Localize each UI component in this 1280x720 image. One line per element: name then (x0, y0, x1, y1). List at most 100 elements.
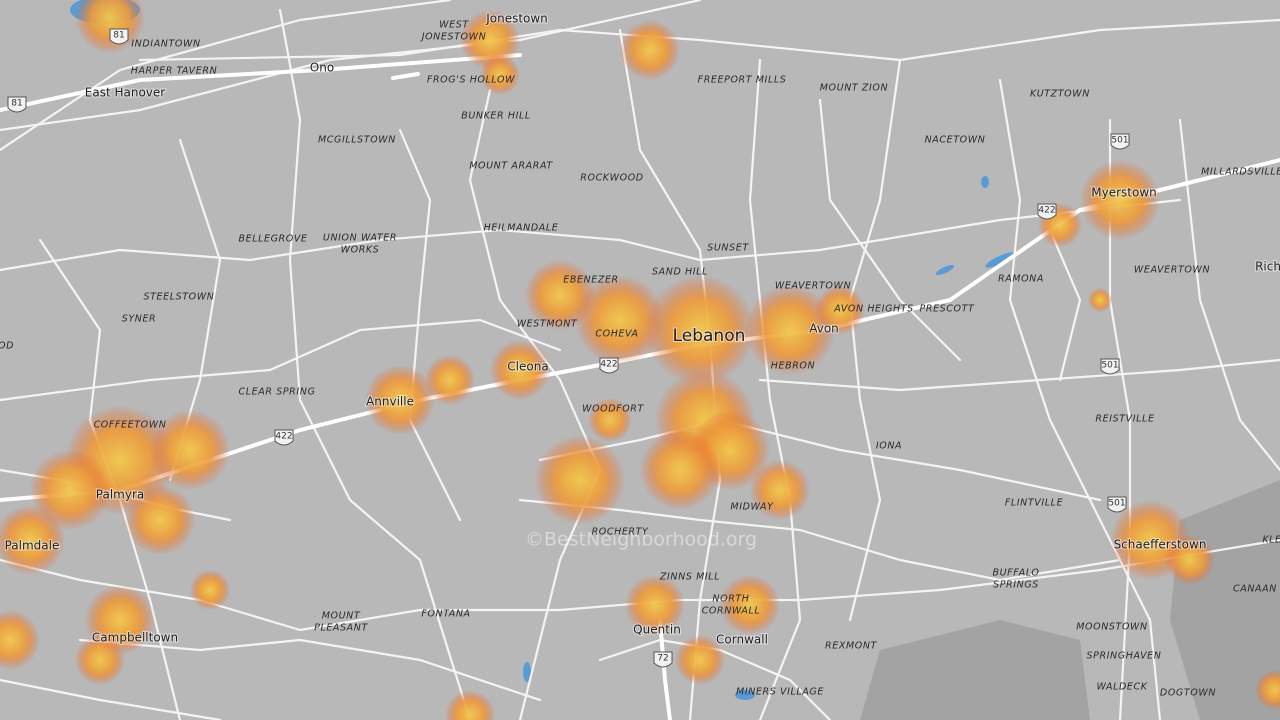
neighborhood-label: CANAAN (1233, 584, 1277, 595)
town-label: Palmdale (5, 539, 60, 553)
neighborhood-label: HEILMANDALE (484, 223, 559, 234)
neighborhood-label: FREEPORT MILLS (698, 75, 787, 86)
neighborhood-label: OD (0, 341, 14, 352)
density-blob (575, 275, 665, 365)
town-label: Quentin (633, 623, 681, 637)
neighborhood-label: ROCHERTY (592, 527, 649, 538)
town-label: Cornwall (716, 633, 768, 647)
neighborhood-label: RAMONA (998, 274, 1044, 285)
route-shield (7, 96, 27, 113)
neighborhood-label: MOUNT (322, 611, 361, 622)
density-blob (675, 635, 725, 685)
town-label: Palmyra (96, 488, 144, 502)
density-blob (75, 635, 125, 685)
neighborhood-label: SUNSET (707, 243, 749, 254)
neighborhood-label: MCGILLSTOWN (318, 135, 396, 146)
neighborhood-label: SAND HILL (652, 267, 708, 278)
neighborhood-label: BELLEGROVE (238, 234, 307, 245)
town-label: Annville (366, 395, 414, 409)
route-shield (1037, 203, 1057, 220)
town-label: Ono (310, 61, 334, 75)
density-blob (588, 398, 632, 442)
density-blob (625, 575, 685, 635)
town-label: Rich (1255, 260, 1280, 274)
density-blob (535, 435, 625, 525)
neighborhood-label: PRESCOTT (920, 304, 975, 315)
density-blob (365, 365, 435, 435)
neighborhood-label: FONTANA (421, 609, 470, 620)
density-blob (480, 55, 520, 95)
neighborhood-label: PLEASANT (314, 623, 368, 634)
town-label: East Hanover (85, 86, 166, 100)
density-blob (745, 285, 835, 375)
route-number: 422 (600, 360, 617, 370)
neighborhood-label: WEST (439, 20, 469, 31)
neighborhood-label: ROCKWOOD (580, 173, 643, 184)
neighborhood-label: WESTMONT (517, 319, 578, 330)
neighborhood-label: COHEVA (595, 329, 638, 340)
neighborhood-label: UNION WATER (323, 233, 397, 244)
neighborhood-label: REXMONT (825, 641, 877, 652)
density-blob (1255, 670, 1280, 710)
neighborhood-label: NACETOWN (925, 135, 986, 146)
density-blob (0, 505, 65, 575)
town-label: Campbelltown (92, 631, 178, 645)
neighborhood-label: MOUNT ZION (820, 83, 888, 94)
route-number: 501 (1108, 499, 1125, 509)
town-label: Lebanon (673, 326, 746, 346)
route-number: 422 (275, 432, 292, 442)
neighborhood-label: HEBRON (771, 361, 815, 372)
route-shield (1110, 133, 1130, 150)
watermark: ©BestNeighborhood.org (525, 529, 757, 551)
density-blob (645, 275, 755, 385)
neighborhood-label: WORKS (341, 245, 380, 256)
route-shield (274, 429, 294, 446)
neighborhood-label: CLEAR SPRING (239, 387, 316, 398)
density-blob (750, 460, 810, 520)
density-blob (190, 570, 230, 610)
neighborhood-label: FROG'S HOLLOW (427, 75, 515, 86)
density-blob (1165, 535, 1215, 585)
neighborhood-label: SPRINGHAVEN (1086, 651, 1161, 662)
neighborhood-label: REISTVILLE (1095, 414, 1154, 425)
route-number: 422 (1038, 206, 1055, 216)
neighborhood-label: COFFEETOWN (94, 420, 167, 431)
town-label: Avon (809, 322, 839, 336)
town-label: Schaefferstown (1114, 538, 1207, 552)
density-blob (490, 340, 550, 400)
neighborhood-label: EBENEZER (563, 275, 619, 286)
route-number: 501 (1101, 361, 1118, 371)
neighborhood-label: FLINTVILLE (1005, 498, 1063, 509)
density-blob (1080, 160, 1160, 240)
route-shield (1107, 496, 1127, 513)
density-blob (815, 285, 865, 335)
density-blob (150, 410, 230, 490)
density-blob (30, 450, 110, 530)
neighborhood-label: KLE (1262, 535, 1280, 546)
neighborhood-label: ZINNS MILL (659, 572, 720, 583)
neighborhood-label: MIDWAY (730, 502, 774, 513)
density-blob (425, 355, 475, 405)
density-blob (720, 575, 780, 635)
neighborhood-label: STEELSTOWN (144, 292, 215, 303)
labels: ©BestNeighborhood.org Jonestown Ono East H… (0, 11, 1280, 699)
neighborhood-label: MOUNT ARARAT (469, 161, 553, 172)
town-label: Myerstown (1091, 186, 1157, 200)
neighborhood-label: CORNWALL (702, 606, 761, 617)
neighborhood-label: INDIANTOWN (131, 39, 200, 50)
neighborhood-label: BUFFALO (992, 568, 1039, 579)
density-blob (125, 485, 195, 555)
route-shield (653, 651, 673, 668)
neighborhood-label: MOONSTOWN (1076, 622, 1147, 633)
town-label: Cleona (507, 360, 548, 374)
neighborhood-label: SYNER (122, 314, 157, 325)
density-blob (0, 610, 40, 670)
route-number: 501 (1111, 136, 1128, 146)
neighborhood-label: KUTZTOWN (1030, 89, 1090, 100)
neighborhood-label: WEAVERTOWN (1134, 265, 1210, 276)
neighborhood-label: HARPER TAVERN (131, 66, 218, 77)
neighborhood-label: MINERS VILLAGE (736, 687, 824, 698)
